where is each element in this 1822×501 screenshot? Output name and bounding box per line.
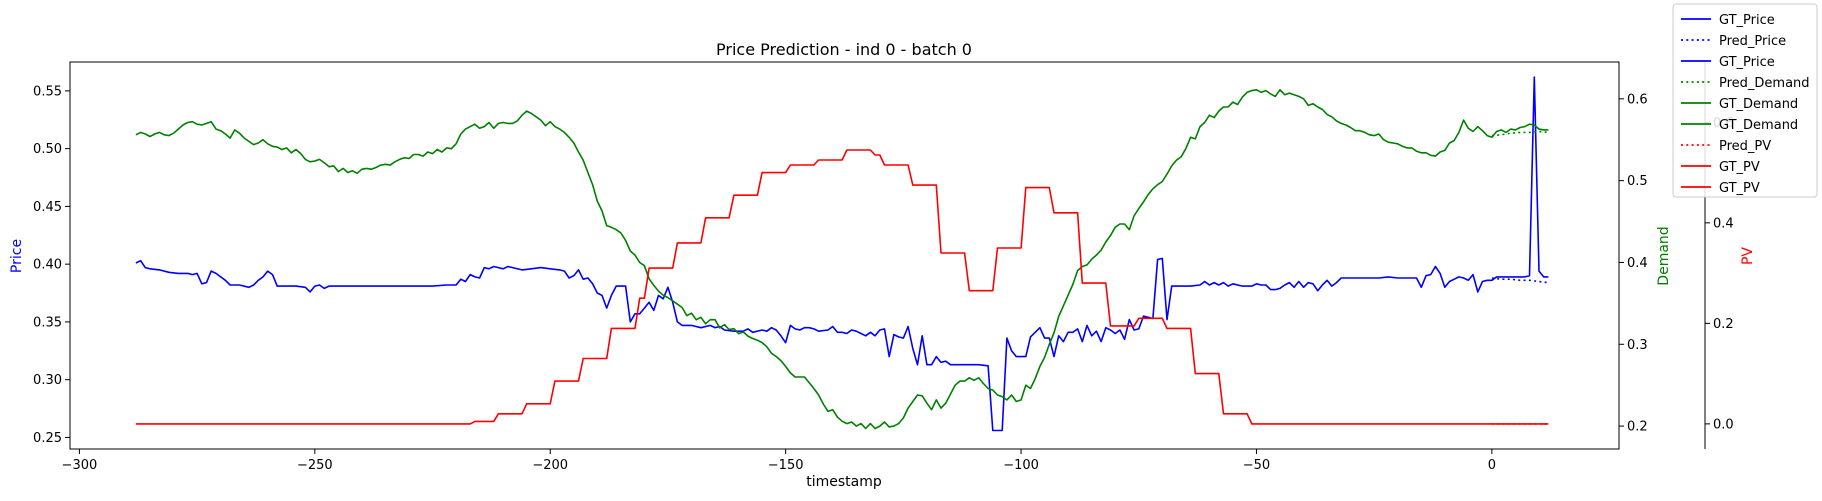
- pv-axis-label: PV: [1740, 247, 1756, 265]
- legend-label: Pred_PV: [1719, 139, 1771, 154]
- demand-tick-label: 0.2: [1627, 420, 1648, 435]
- x-tick-label: −50: [1243, 458, 1270, 473]
- series-layer: [135, 76, 1549, 432]
- demand-tick-label: 0.6: [1627, 92, 1648, 107]
- axes-layer: −300 −250 −200 −150 −100 −50 00.250.300.350.40…: [33, 62, 1734, 473]
- legend-label: Pred_Demand: [1719, 76, 1810, 91]
- legend-box: [1672, 3, 1818, 198]
- price-tick-label: 0.45: [33, 200, 62, 215]
- x-tick-label: −250: [297, 458, 333, 473]
- demand-axis-label: Demand: [1656, 226, 1672, 285]
- gt-pv-line: [135, 149, 1549, 425]
- price-tick-label: 0.35: [33, 315, 62, 330]
- pv-tick-label: 0.2: [1713, 317, 1734, 332]
- legend-label: GT_Demand: [1719, 118, 1798, 133]
- legend-label: GT_PV: [1719, 181, 1760, 196]
- price-tick-label: 0.40: [33, 258, 62, 273]
- demand-tick-label: 0.3: [1627, 338, 1648, 353]
- legend: GT_Price Pred_Price GT_Price Pred_Demand GT_…: [1672, 3, 1818, 198]
- x-axis-label: timestamp: [806, 474, 882, 490]
- gt-price-line: [135, 76, 1549, 432]
- chart-title: Price Prediction - ind 0 - batch 0: [716, 40, 972, 59]
- price-tick-label: 0.30: [33, 373, 62, 388]
- x-tick-label: −100: [1003, 458, 1039, 473]
- legend-label: GT_PV: [1719, 160, 1760, 175]
- x-tick-label: −150: [768, 458, 804, 473]
- x-tick-label: −200: [532, 458, 568, 473]
- pv-tick-label: 0.4: [1713, 216, 1734, 231]
- pred-demand-line: [1491, 130, 1549, 137]
- legend-label: GT_Demand: [1719, 97, 1798, 112]
- price-axis-label: Price: [9, 239, 25, 273]
- demand-tick-label: 0.4: [1627, 256, 1648, 271]
- pred-price-line: [1491, 277, 1549, 284]
- x-tick-label: 0: [1488, 458, 1496, 473]
- gt-demand-line: [135, 89, 1549, 430]
- price-tick-label: 0.25: [33, 431, 62, 446]
- legend-label: GT_Price: [1719, 13, 1775, 28]
- pv-tick-label: 0.0: [1713, 417, 1734, 432]
- legend-label: GT_Price: [1719, 55, 1775, 70]
- demand-tick-label: 0.5: [1627, 174, 1648, 189]
- price-tick-label: 0.50: [33, 142, 62, 157]
- x-tick-label: −300: [62, 458, 98, 473]
- plot-frame: [69, 61, 1620, 450]
- legend-label: Pred_Price: [1719, 34, 1786, 49]
- price-tick-label: 0.55: [33, 84, 62, 99]
